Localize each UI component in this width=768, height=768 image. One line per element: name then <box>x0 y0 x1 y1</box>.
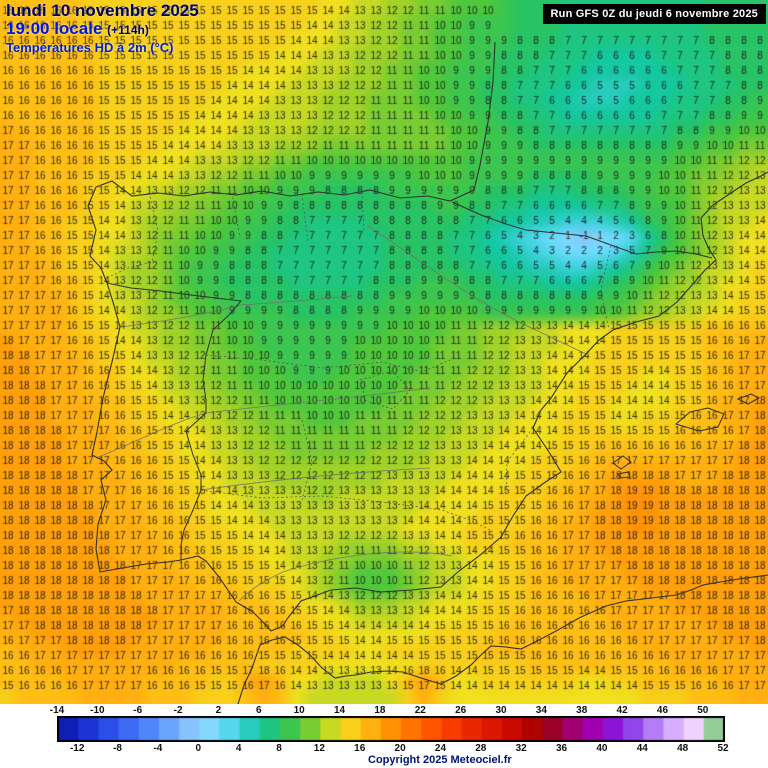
legend-label: 46 <box>656 705 669 716</box>
legend-label: 4 <box>235 743 242 754</box>
legend-label: -10 <box>90 705 105 716</box>
legend-label: 38 <box>576 705 588 716</box>
legend-label: 48 <box>677 743 689 754</box>
map-title-block: lundi 10 novembre 2025 19:00 locale (+11… <box>6 1 199 55</box>
legend-label: 50 <box>697 705 709 716</box>
legend-label: 52 <box>717 743 729 754</box>
legend-label: 44 <box>636 743 648 754</box>
legend-label: 24 <box>434 743 447 754</box>
legend-label: 10 <box>293 705 305 716</box>
legend-label: 2 <box>215 705 222 716</box>
legend-label: 22 <box>414 705 426 716</box>
legend-label: -2 <box>173 705 183 716</box>
legend-label: 28 <box>475 743 487 754</box>
legend-label: 30 <box>495 705 507 716</box>
legend-color-bar <box>57 716 725 742</box>
temperature-field-canvas <box>0 0 768 704</box>
legend-label: -8 <box>113 743 122 754</box>
temperature-legend: Copyright 2025 Meteociel.fr -14 -10 -6 -2 2 6… <box>0 704 768 768</box>
forecast-offset-label: (+114h) <box>107 23 149 38</box>
valid-time-line: 19:00 locale (+114h) <box>6 20 199 38</box>
legend-label: 18 <box>374 705 386 716</box>
legend-label: 14 <box>333 705 346 716</box>
legend-label: -6 <box>133 705 143 716</box>
map-area: lundi 10 novembre 2025 19:00 locale (+11… <box>0 0 768 704</box>
legend-label: 16 <box>354 743 366 754</box>
legend-label: 26 <box>455 705 467 716</box>
legend-label: -14 <box>49 705 65 716</box>
legend-label: 34 <box>535 705 547 716</box>
valid-time-label: 19:00 locale <box>6 19 103 39</box>
variable-label: Températures HD à 2m (°C) <box>6 39 174 55</box>
legend-label: -12 <box>69 743 85 754</box>
legend-label: -4 <box>153 743 163 754</box>
legend-label: 32 <box>515 743 527 754</box>
valid-date-label: lundi 10 novembre 2025 <box>6 1 199 20</box>
legend-label: 8 <box>276 743 282 754</box>
legend-label: 6 <box>256 705 262 716</box>
legend-label: 12 <box>313 743 325 754</box>
copyright-label: Copyright 2025 Meteociel.fr <box>368 754 512 766</box>
legend-label: 0 <box>195 743 202 754</box>
model-run-banner: Run GFS 0Z du jeudi 6 novembre 2025 <box>542 4 766 24</box>
legend-label: 42 <box>616 705 628 716</box>
legend-label: 36 <box>555 743 568 754</box>
legend-label: 40 <box>596 743 608 754</box>
legend-label: 20 <box>394 743 406 754</box>
